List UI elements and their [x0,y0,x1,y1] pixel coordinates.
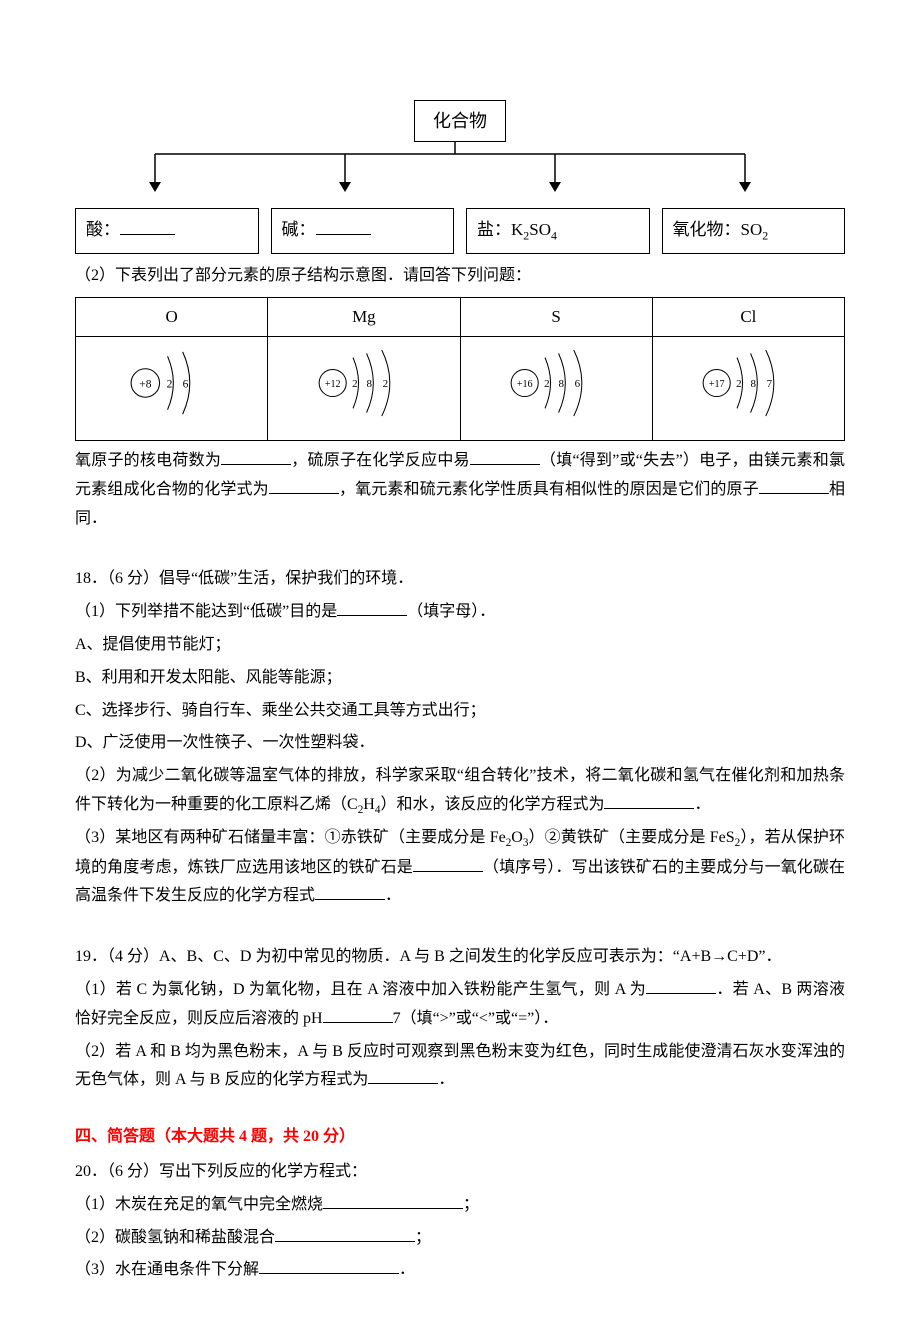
q20-3: （3）水在通电条件下分解 ． [75,1256,845,1285]
svg-text:2: 2 [166,379,172,391]
atom-header-cl: Cl [652,297,844,337]
q19-p2b: ． [438,1071,454,1088]
box-acid-blank [120,218,175,235]
blank-q18-2 [604,795,694,809]
blank-q18-3 [413,857,483,871]
svg-text:2: 2 [544,379,550,391]
box-base: 碱： [271,208,455,254]
q18-opta: A、提倡使用节能灯； [75,631,845,660]
q19-head: 19．（4 分）A、B、C、D 为初中常见的物质．A 与 B 之间发生的化学反应… [75,943,845,972]
atom-svg-o: +8 2 6 [117,343,227,423]
q18-p3: （3）某地区有两种矿石储量丰富：①赤铁矿（主要成分是 Fe2O3）②黄铁矿（主要… [75,824,845,911]
svg-text:8: 8 [366,379,372,391]
blank-q20-2 [275,1227,415,1241]
q17-t1b: ，硫原子在化学反应中易 [291,452,470,469]
q18-p1b: （填字母）． [407,603,495,620]
svg-text:8: 8 [559,379,565,391]
box-oxide: 氧化物：SO2 [662,208,846,254]
q18-head: 18．（6 分）倡导“低碳”生活，保护我们的环境． [75,565,845,594]
atom-header-o: O [76,297,268,337]
q18-p2: （2）为减少二氧化碳等温室气体的排放，科学家采取“组合转化”技术，将二氧化碳和氢… [75,762,845,820]
blank-4 [759,479,829,493]
diagram-arrows [75,142,845,208]
box-base-blank [316,218,371,235]
section4-heading: 四、简答题（本大题共 4 题，共 20 分） [75,1123,845,1152]
q20-head: 20．（6 分）写出下列反应的化学方程式： [75,1158,845,1187]
q17-sub2-intro: （2）下表列出了部分元素的原子结构示意图．请回答下列问题： [75,262,845,291]
q18-p2b: ． [694,796,710,813]
atom-image-row: +8 2 6 +12 2 8 2 +16 [76,337,845,441]
q19-p2a: （2）若 A 和 B 均为黑色粉末，A 与 B 反应时可观察到黑色粉末变为红色，… [75,1043,845,1089]
svg-text:+16: +16 [517,380,533,391]
atom-cell-o: +8 2 6 [76,337,268,441]
atom-header-row: O Mg S Cl [76,297,845,337]
blank-q19-2 [323,1008,393,1022]
q20-3-period: ． [399,1261,415,1278]
q17-t1a: 氧原子的核电荷数为 [75,452,221,469]
q18-p1: （1）下列举措不能达到“低碳”目的是 （填字母）． [75,598,845,627]
q19-p1c: 7（填“>”或“<”或“=”）． [393,1010,559,1027]
atom-header-mg: Mg [268,297,460,337]
q17-t1d: ，氧元素和硫元素化学性质具有相似性的原因是它们的原子 [339,481,759,498]
svg-text:+12: +12 [325,380,341,391]
arrow-svg [75,142,835,197]
q20-1: （1）木炭在充足的氧气中完全燃烧 ； [75,1191,845,1220]
blank-q19-3 [368,1070,438,1084]
blank-q20-3 [259,1260,399,1274]
q19-p1a: （1）若 C 为氯化钠，D 为氧化物，且在 A 溶液中加入铁粉能产生氢气，则 A… [75,981,646,998]
box-acid-label: 酸： [86,220,120,239]
q20-3-text: （3）水在通电条件下分解 [75,1261,259,1278]
svg-text:8: 8 [751,379,757,391]
diagram-top-row: 化合物 [75,100,845,142]
diagram-box-row: 酸： 碱： 盐：K2SO4 氧化物：SO2 [75,208,845,254]
blank-3 [269,479,339,493]
q18-p2a-text: （2）为减少二氧化碳等温室气体的排放，科学家采取“组合转化”技术，将二氧化碳和氢… [75,767,845,813]
box-acid: 酸： [75,208,259,254]
q20-1-text: （1）木炭在充足的氧气中完全燃烧 [75,1196,323,1213]
q18-p1a: （1）下列举措不能达到“低碳”目的是 [75,603,337,620]
compound-diagram: 化合物 酸： 碱： 盐：K2SO4 氧化物：SO2 [75,100,845,254]
atom-svg-s: +16 2 8 6 [501,343,611,423]
blank-q18-4 [315,886,385,900]
box-base-label: 碱： [282,220,316,239]
q18-p3c: ． [385,887,401,904]
box-salt-label: 盐： [477,220,511,239]
box-salt: 盐：K2SO4 [466,208,650,254]
box-oxide-value: SO2 [741,220,769,239]
atom-svg-mg: +12 2 8 2 [309,343,419,423]
blank-q18-1 [337,602,407,616]
q18-optc: C、选择步行、骑自行车、乘坐公共交通工具等方式出行； [75,697,845,726]
q20-2-text: （2）碳酸氢钠和稀盐酸混合 [75,1229,275,1246]
q19-p1: （1）若 C 为氯化钠，D 为氧化物，且在 A 溶液中加入铁粉能产生氢气，则 A… [75,976,845,1034]
atom-cell-mg: +12 2 8 2 [268,337,460,441]
blank-q19-1 [646,980,716,994]
q18-optb: B、利用和开发太阳能、风能等能源； [75,664,845,693]
q17-followup: 氧原子的核电荷数为，硫原子在化学反应中易（填“得到”或“失去”）电子，由镁元素和… [75,447,845,533]
atom-header-s: S [460,297,652,337]
atom-svg-cl: +17 2 8 7 [693,343,803,423]
q18-optd: D、广泛使用一次性筷子、一次性塑料袋． [75,729,845,758]
svg-text:2: 2 [352,379,358,391]
blank-1 [221,451,291,465]
atom-table: O Mg S Cl +8 2 6 +12 2 8 2 [75,297,845,441]
top-box-compound: 化合物 [414,100,506,142]
svg-text:6: 6 [575,379,581,391]
q20-2-semi: ； [415,1229,431,1246]
svg-text:6: 6 [182,379,188,391]
q20-1-semi: ； [463,1196,479,1213]
box-oxide-label: 氧化物： [673,220,741,239]
box-salt-value: K2SO4 [511,220,557,239]
blank-q20-1 [323,1194,463,1208]
q19-p2: （2）若 A 和 B 均为黑色粉末，A 与 B 反应时可观察到黑色粉末变为红色，… [75,1038,845,1096]
blank-2 [470,451,540,465]
svg-text:7: 7 [767,379,773,391]
atom-cell-cl: +17 2 8 7 [652,337,844,441]
svg-text:+17: +17 [709,380,725,391]
svg-text:+8: +8 [139,379,152,391]
atom-cell-s: +16 2 8 6 [460,337,652,441]
svg-text:2: 2 [737,379,743,391]
q20-2: （2）碳酸氢钠和稀盐酸混合 ； [75,1224,845,1253]
svg-text:2: 2 [382,379,388,391]
